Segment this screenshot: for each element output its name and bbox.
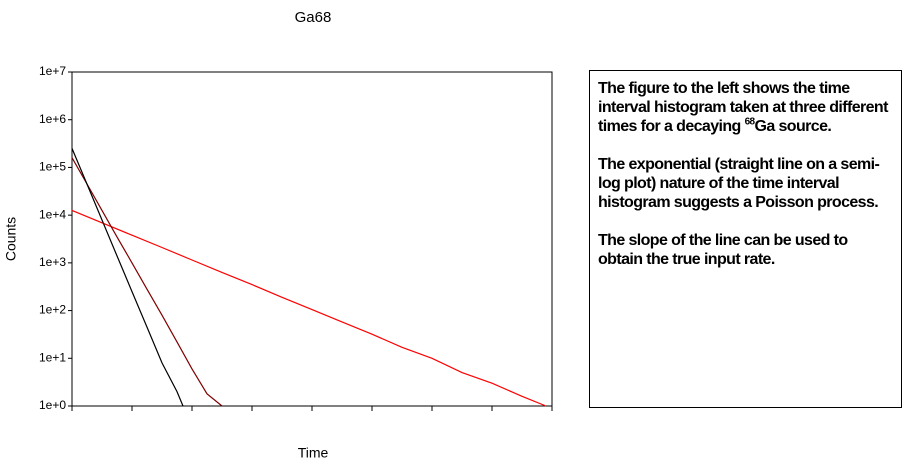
y-tick-label: 1e+3	[39, 255, 66, 269]
paragraph: The figure to the left shows the time in…	[598, 79, 895, 136]
y-tick-label: 1e+4	[39, 207, 66, 221]
chart-title: Ga68	[295, 9, 332, 26]
data-line	[71, 148, 184, 407]
y-tick-label: 1e+1	[39, 350, 66, 364]
y-tick-label: 1e+6	[39, 112, 66, 126]
y-tick-label: 1e+2	[39, 303, 66, 317]
data-line	[71, 157, 223, 407]
text-box: The figure to the left shows the time in…	[589, 70, 902, 408]
y-tick-label: 1e+7	[39, 64, 66, 78]
data-line	[71, 209, 547, 407]
paragraph: The slope of the line can be used to obt…	[598, 232, 848, 268]
y-tick-label: 1e+0	[39, 398, 66, 412]
text: The figure to the left shows the time in…	[598, 80, 888, 135]
superscript: 68	[744, 116, 756, 128]
y-tick-label: 1e+5	[39, 160, 66, 174]
text: Ga source.	[754, 118, 832, 135]
plot-frame	[71, 71, 553, 407]
x-axis-label: Time	[298, 445, 329, 461]
paragraph: The exponential (straight line on a semi…	[598, 156, 880, 211]
y-axis-label: Counts	[3, 217, 19, 261]
